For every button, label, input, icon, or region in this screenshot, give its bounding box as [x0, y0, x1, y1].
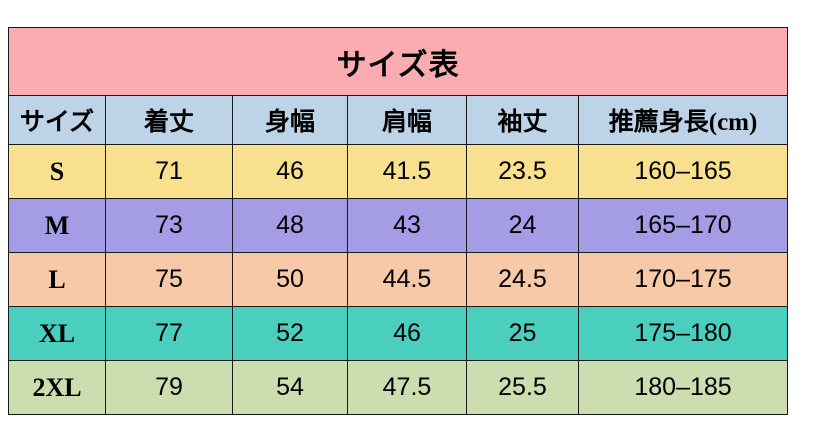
cell-shoulder: 46 [347, 306, 467, 361]
cell-height: 180–185 [577, 360, 789, 415]
cell-size: XL [8, 306, 106, 361]
cell-sleeve: 23.5 [466, 144, 579, 199]
size-chart-table: サイズ表 サイズ 着丈 身幅 肩幅 袖丈 推薦身長(cm) S 71 46 41.5 23.5 16… [7, 27, 789, 415]
cell-height: 175–180 [577, 306, 789, 361]
cell-size: 2XL [8, 360, 106, 415]
cell-chest: 46 [232, 144, 348, 199]
cell-length: 73 [105, 198, 233, 253]
cell-height: 160–165 [577, 144, 789, 199]
cell-chest: 50 [232, 252, 348, 307]
cell-shoulder: 41.5 [347, 144, 467, 199]
column-header-size: サイズ [8, 95, 106, 145]
column-header-shoulder: 肩幅 [347, 95, 467, 145]
column-header-sleeve: 袖丈 [466, 95, 579, 145]
cell-sleeve: 24.5 [466, 252, 579, 307]
cell-sleeve: 25 [466, 306, 579, 361]
table-header-row: サイズ 着丈 身幅 肩幅 袖丈 推薦身長(cm) [8, 95, 789, 145]
size-chart-body: サイズ表 サイズ 着丈 身幅 肩幅 袖丈 推薦身長(cm) S 71 46 41.5 23.5 16… [7, 27, 789, 415]
page-title: サイズ表 [7, 27, 789, 96]
table-row: M 73 48 43 24 165–170 [8, 198, 789, 253]
cell-shoulder: 47.5 [347, 360, 467, 415]
cell-length: 79 [105, 360, 233, 415]
cell-height: 170–175 [577, 252, 789, 307]
cell-size: L [8, 252, 106, 307]
cell-chest: 54 [232, 360, 348, 415]
cell-sleeve: 25.5 [466, 360, 579, 415]
title-row: サイズ表 [7, 27, 789, 96]
table-row: L 75 50 44.5 24.5 170–175 [8, 252, 789, 307]
cell-shoulder: 43 [347, 198, 467, 253]
cell-size: S [8, 144, 106, 199]
cell-sleeve: 24 [466, 198, 579, 253]
cell-length: 77 [105, 306, 233, 361]
cell-height: 165–170 [577, 198, 789, 253]
column-header-length: 着丈 [105, 95, 233, 145]
column-header-chest: 身幅 [232, 95, 348, 145]
table-row: S 71 46 41.5 23.5 160–165 [8, 144, 789, 199]
table-row: XL 77 52 46 25 175–180 [8, 306, 789, 361]
cell-chest: 52 [232, 306, 348, 361]
cell-length: 75 [105, 252, 233, 307]
cell-size: M [8, 198, 106, 253]
cell-chest: 48 [232, 198, 348, 253]
table-row: 2XL 79 54 47.5 25.5 180–185 [8, 360, 789, 415]
cell-shoulder: 44.5 [347, 252, 467, 307]
cell-length: 71 [105, 144, 233, 199]
column-header-height: 推薦身長(cm) [577, 95, 789, 145]
